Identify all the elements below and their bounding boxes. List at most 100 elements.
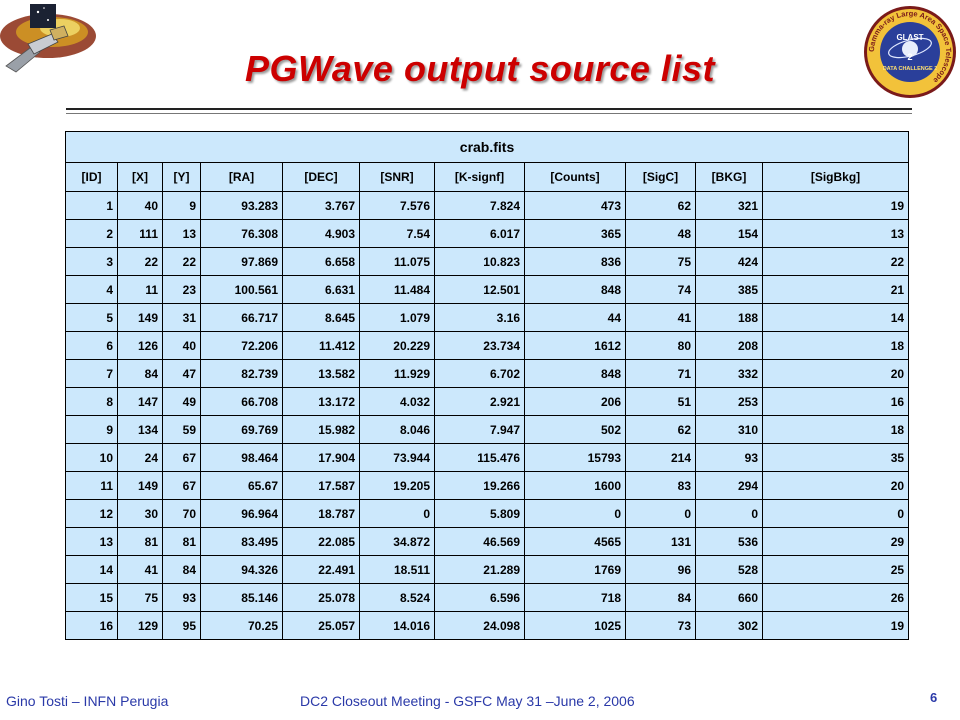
- table-cell: 8.645: [282, 303, 360, 332]
- source-list-table: crab.fits [ID] [X] [Y] [RA] [DEC] [SNR] …: [64, 131, 910, 640]
- table-row: 14 41 84 94.326 22.491 18.511 21.289 1769 96 528 2…: [65, 555, 910, 584]
- table-cell: 70: [162, 499, 201, 528]
- table-cell: 40: [117, 191, 163, 220]
- table-cell: 84: [117, 359, 163, 388]
- table-row: 2 111 13 76.308 4.903 7.54 6.017 365 48 154 13: [65, 219, 910, 248]
- table-cell: 13.172: [282, 387, 360, 416]
- table-cell: 4.032: [359, 387, 435, 416]
- table-cell: 96.964: [200, 499, 283, 528]
- table-row: 9 134 59 69.769 15.982 8.046 7.947 502 62 310 18: [65, 415, 910, 444]
- table-cell: 80: [625, 331, 696, 360]
- table-cell: 29: [761, 527, 910, 556]
- table-cell: 18: [761, 331, 910, 360]
- column-header: [K-signf]: [434, 162, 525, 192]
- table-body: 1 40 9 93.283 3.767 7.576 7.824 473 62 321 19 2 111 1…: [65, 191, 910, 640]
- table-row: 5 149 31 66.717 8.645 1.079 3.16 44 41 188 14: [65, 303, 910, 332]
- table-cell: 502: [524, 415, 626, 444]
- table-row: 12 30 70 96.964 18.787 0 5.809 0 0 0 0: [65, 499, 910, 528]
- table-cell: 660: [695, 583, 763, 612]
- table-cell: 14: [65, 555, 118, 584]
- table-cell: 0: [695, 499, 763, 528]
- table-cell: 111: [117, 219, 163, 248]
- badge-bottom-text: DATA CHALLENGE 2: [883, 66, 938, 72]
- table-cell: 25.057: [282, 611, 360, 640]
- table-row: 11 149 67 65.67 17.587 19.205 19.266 1600 83 294 2…: [65, 471, 910, 500]
- table-cell: 6.702: [434, 359, 525, 388]
- column-header: [X]: [117, 162, 163, 192]
- table-cell: 206: [524, 387, 626, 416]
- table-cell: 126: [117, 331, 163, 360]
- table-cell: 1: [65, 191, 118, 220]
- svg-text:2: 2: [907, 52, 912, 62]
- table-cell: 310: [695, 415, 763, 444]
- table-cell: 75: [117, 583, 163, 612]
- table-cell: 12.501: [434, 275, 525, 304]
- table-cell: 49: [162, 387, 201, 416]
- table-cell: 0: [761, 499, 910, 528]
- table-cell: 69.769: [200, 415, 283, 444]
- table-cell: 208: [695, 331, 763, 360]
- table-cell: 30: [117, 499, 163, 528]
- table-row: 8 147 49 66.708 13.172 4.032 2.921 206 51 253 16: [65, 387, 910, 416]
- table-cell: 96: [625, 555, 696, 584]
- table-cell: 35: [761, 443, 910, 472]
- table-cell: 20.229: [359, 331, 435, 360]
- table-cell: 18.511: [359, 555, 435, 584]
- table-cell: 93: [695, 443, 763, 472]
- title-divider: [66, 108, 912, 110]
- table-cell: 848: [524, 359, 626, 388]
- table-cell: 62: [625, 191, 696, 220]
- table-cell: 22.085: [282, 527, 360, 556]
- table-cell: 84: [625, 583, 696, 612]
- table-cell: 253: [695, 387, 763, 416]
- table-cell: 0: [524, 499, 626, 528]
- table-cell: 22.491: [282, 555, 360, 584]
- table-row: 6 126 40 72.206 11.412 20.229 23.734 1612 80 208 1…: [65, 331, 910, 360]
- table-cell: 214: [625, 443, 696, 472]
- table-cell: 6: [65, 331, 118, 360]
- table-cell: 70.25: [200, 611, 283, 640]
- table-cell: 48: [625, 219, 696, 248]
- table-cell: 473: [524, 191, 626, 220]
- table-cell: 1769: [524, 555, 626, 584]
- table-cell: 11.075: [359, 247, 435, 276]
- table-cell: 11: [117, 275, 163, 304]
- table-cell: 12: [65, 499, 118, 528]
- table-caption: crab.fits: [64, 131, 910, 163]
- table-cell: 0: [359, 499, 435, 528]
- table-cell: 8.046: [359, 415, 435, 444]
- table-header-row: [ID] [X] [Y] [RA] [DEC] [SNR] [K-signf] …: [65, 162, 910, 192]
- table-cell: 66.708: [200, 387, 283, 416]
- table-cell: 17.904: [282, 443, 360, 472]
- table-cell: 13: [761, 219, 910, 248]
- table-cell: 15793: [524, 443, 626, 472]
- table-cell: 10: [65, 443, 118, 472]
- table-cell: 83: [625, 471, 696, 500]
- table-cell: 24: [117, 443, 163, 472]
- table-cell: 13.582: [282, 359, 360, 388]
- table-row: 4 11 23 100.561 6.631 11.484 12.501 848 74 385 21: [65, 275, 910, 304]
- table-cell: 41: [625, 303, 696, 332]
- page-number: 6: [930, 690, 938, 705]
- table-cell: 18.787: [282, 499, 360, 528]
- table-cell: 21: [761, 275, 910, 304]
- column-header: [DEC]: [282, 162, 360, 192]
- table-row: 13 81 81 83.495 22.085 34.872 46.569 4565 131 536…: [65, 527, 910, 556]
- table-cell: 0: [625, 499, 696, 528]
- table-cell: 836: [524, 247, 626, 276]
- table-cell: 75: [625, 247, 696, 276]
- table-cell: 34.872: [359, 527, 435, 556]
- footer-meeting: DC2 Closeout Meeting - GSFC May 31 –June…: [300, 693, 635, 709]
- table-cell: 6.017: [434, 219, 525, 248]
- table-row: 16 129 95 70.25 25.057 14.016 24.098 1025 73 302 1…: [65, 611, 910, 640]
- table-cell: 23.734: [434, 331, 525, 360]
- table-cell: 20: [761, 471, 910, 500]
- table-cell: 62: [625, 415, 696, 444]
- table-cell: 72.206: [200, 331, 283, 360]
- table-cell: 95: [162, 611, 201, 640]
- table-cell: 16: [761, 387, 910, 416]
- table-cell: 20: [761, 359, 910, 388]
- table-cell: 11: [65, 471, 118, 500]
- column-header: [SigBkg]: [761, 162, 910, 192]
- table-cell: 100.561: [200, 275, 283, 304]
